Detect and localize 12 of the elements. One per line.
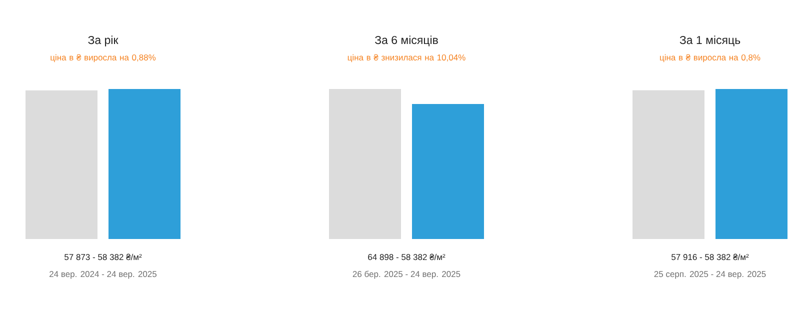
text: 24 вер. 2024 - 24 вер. 2025 — [50, 271, 157, 279]
chart-subtitle: ціна в ₴ знизилася на 10,04% — [348, 54, 466, 62]
text: 64 898 - 58 382 ₴/м² — [368, 254, 446, 260]
text: 57 873 - 58 382 ₴/м² — [64, 254, 142, 260]
chart-subtitle: ціна в ₴ виросла на 0,88% — [50, 54, 156, 62]
text: 25 серп. 2025 - 24 вер. 2025 — [654, 271, 766, 279]
text: 57 916 - 58 382 ₴/м² — [672, 254, 749, 260]
chart-subtitle: ціна в ₴ виросла на 0,8% — [660, 54, 760, 62]
chart-title: За 1 місяць — [680, 36, 740, 46]
chart-title: За 6 місяців — [374, 36, 438, 46]
text: 26 бер. 2025 - 24 вер. 2025 — [352, 270, 460, 279]
chart-title: За рік — [88, 36, 118, 46]
